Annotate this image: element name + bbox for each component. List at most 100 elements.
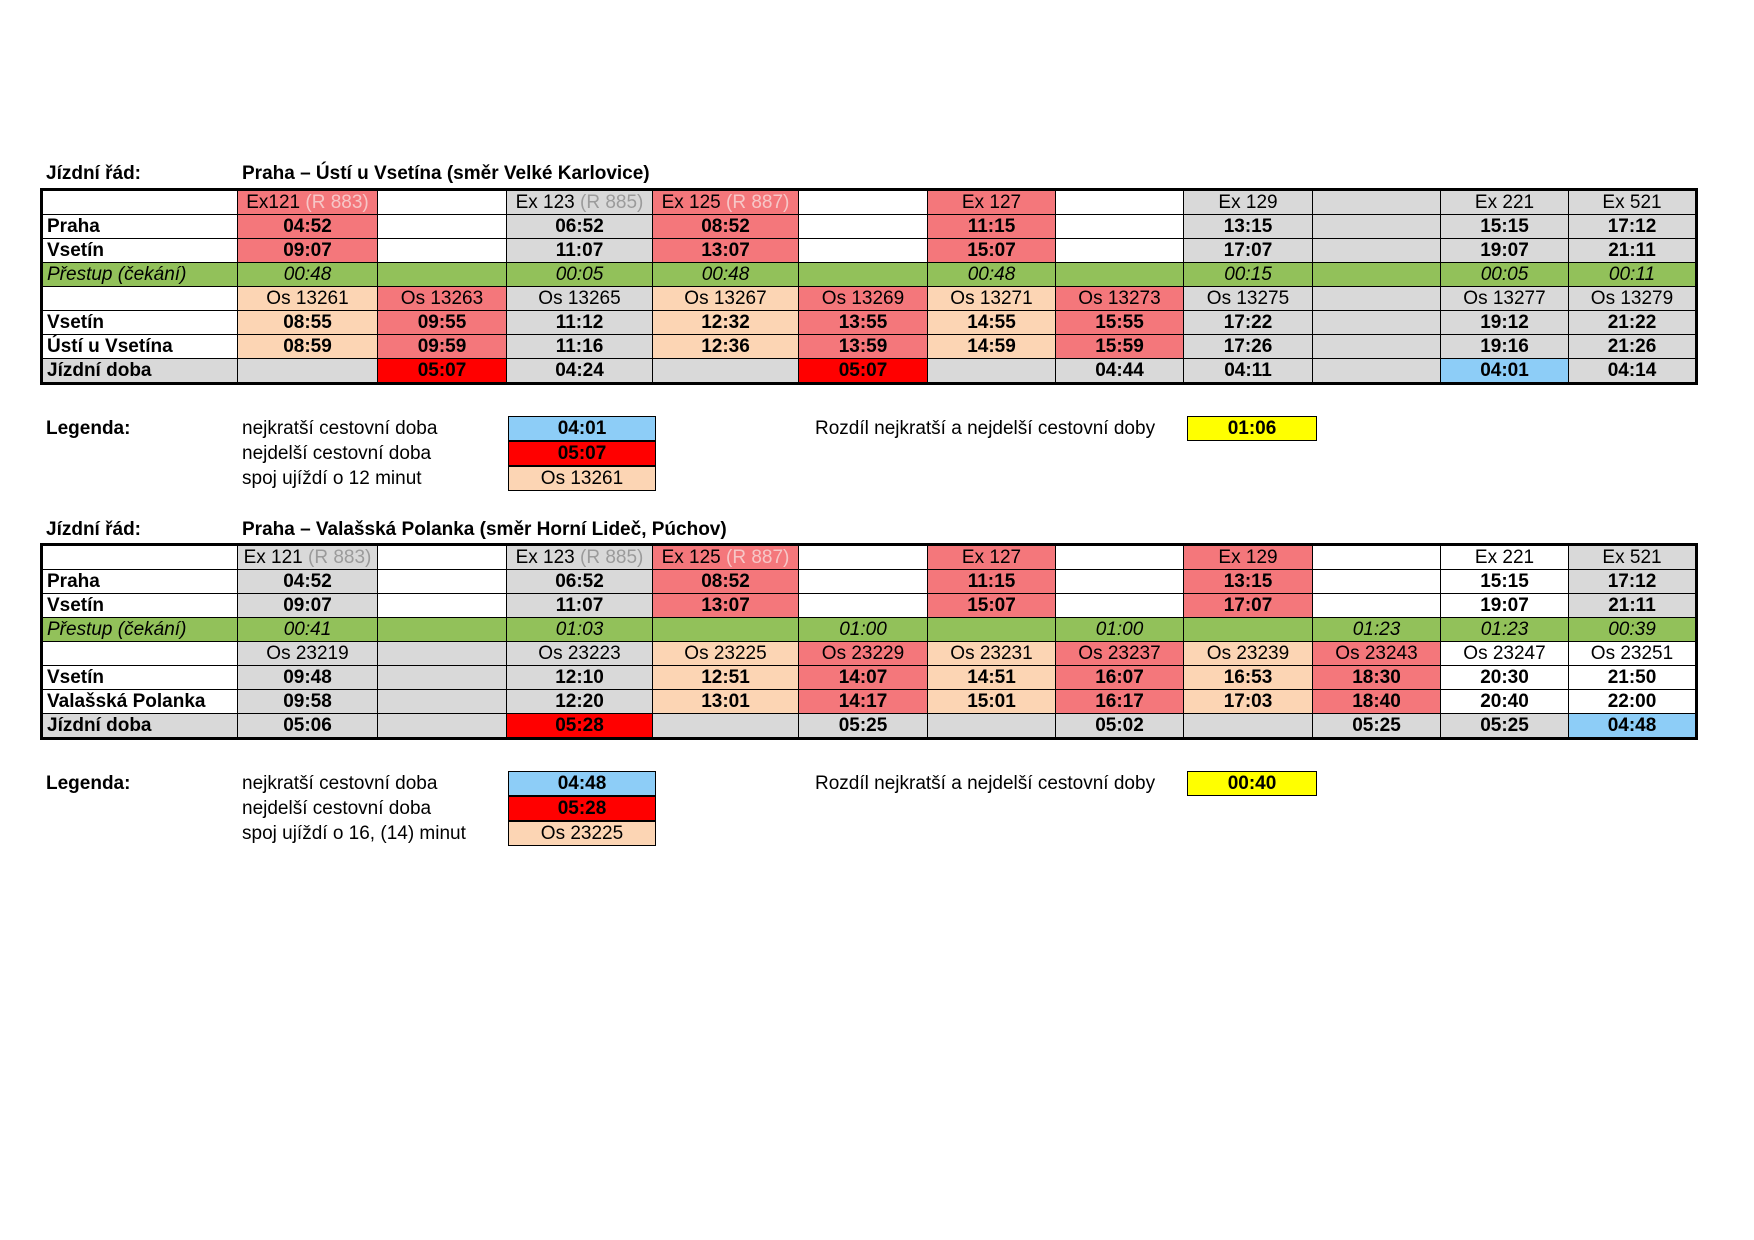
train-header: [1312, 544, 1441, 570]
row-label: Přestup (čekání): [41, 262, 238, 287]
duration-cell: 05:25: [1312, 713, 1441, 739]
time-cell: 20:30: [1440, 665, 1569, 690]
time-cell: 09:07: [237, 238, 378, 263]
legend-shortest-swatch: 04:48: [508, 771, 656, 796]
time-cell: [377, 214, 507, 239]
train-cell: Os 13279: [1568, 286, 1697, 311]
time-cell: 15:59: [1055, 334, 1184, 359]
time-cell: 15:55: [1055, 310, 1184, 335]
time-cell: 11:15: [927, 569, 1056, 594]
time-cell: 17:07: [1183, 593, 1313, 618]
time-cell: 14:59: [927, 334, 1056, 359]
time-cell: 08:59: [237, 334, 378, 359]
legend-late-swatch: Os 23225: [508, 821, 656, 846]
wait-cell: 01:23: [1312, 617, 1441, 642]
time-cell: 17:22: [1183, 310, 1313, 335]
row-label: Praha: [41, 214, 238, 239]
train-cell: Os 13273: [1055, 286, 1184, 311]
row-praha: Praha 04:52 06:52 08:52 11:15 13:15 15:1…: [41, 214, 1697, 239]
train-name: Ex 125: [661, 547, 721, 568]
wait-cell: [1183, 617, 1313, 642]
row-label: Vsetín: [41, 665, 238, 690]
duration-cell: 05:02: [1055, 713, 1184, 739]
train-header: Ex 221: [1440, 544, 1569, 570]
time-cell: [377, 665, 507, 690]
row-label: Valašská Polanka: [41, 689, 238, 714]
time-cell: 09:59: [377, 334, 507, 359]
train-cell: Os 13265: [506, 286, 653, 311]
time-cell: 09:48: [237, 665, 378, 690]
time-cell: 16:17: [1055, 689, 1184, 714]
train-header-row: Ex121 (R 883) Ex 123 (R 885) Ex 125 (R 8…: [41, 189, 1697, 215]
legend-late-label: spoj ujíždí o 16, (14) minut: [242, 823, 466, 844]
time-cell: [1055, 238, 1184, 263]
row-label: Vsetín: [41, 238, 238, 263]
train-header: Ex121 (R 883): [237, 189, 378, 215]
timetable-2-label: Jízdní řád:: [46, 519, 142, 540]
time-cell: 15:15: [1440, 569, 1569, 594]
row-label: Praha: [41, 569, 238, 594]
time-cell: 17:26: [1183, 334, 1313, 359]
time-cell: 21:11: [1568, 593, 1697, 618]
time-cell: 11:07: [506, 593, 653, 618]
time-cell: 15:07: [927, 238, 1056, 263]
wait-cell: 00:41: [237, 617, 378, 642]
time-cell: 15:01: [927, 689, 1056, 714]
wait-cell: 00:48: [652, 262, 799, 287]
time-cell: 12:36: [652, 334, 799, 359]
time-cell: 11:12: [506, 310, 653, 335]
legend-longest-swatch: 05:28: [508, 796, 656, 821]
row-vsetin-departure: Vsetín 08:55 09:55 11:12 12:32 13:55 14:…: [41, 310, 1697, 335]
time-cell: 06:52: [506, 569, 653, 594]
wait-cell: [377, 262, 507, 287]
train-name: Ex 125: [661, 192, 721, 213]
train-header: [1055, 189, 1184, 215]
time-cell: 04:52: [237, 569, 378, 594]
row-label: Vsetín: [41, 593, 238, 618]
time-cell: 11:07: [506, 238, 653, 263]
train-header: Ex 521: [1568, 189, 1697, 215]
timetable-1-route: Praha – Ústí u Vsetína (směr Velké Karlo…: [242, 163, 650, 184]
time-cell: 21:50: [1568, 665, 1697, 690]
row-label: [41, 641, 238, 666]
train-cell: Os 23239: [1183, 641, 1313, 666]
train-header: [377, 544, 507, 570]
time-cell: [1055, 593, 1184, 618]
time-cell: 12:20: [506, 689, 653, 714]
train-name: Ex121: [246, 192, 301, 213]
wait-cell: [927, 617, 1056, 642]
train-name: Ex 123: [515, 192, 575, 213]
wait-cell: 00:48: [927, 262, 1056, 287]
train-header: [798, 544, 928, 570]
time-cell: [377, 569, 507, 594]
time-cell: 08:52: [652, 214, 799, 239]
wait-cell: 00:39: [1568, 617, 1697, 642]
time-cell: 04:52: [237, 214, 378, 239]
time-cell: 12:32: [652, 310, 799, 335]
row-vsetin-departure: Vsetín 09:48 12:10 12:51 14:07 14:51 16:…: [41, 665, 1697, 690]
time-cell: 15:07: [927, 593, 1056, 618]
time-cell: [798, 569, 928, 594]
legend-longest-label: nejdelší cestovní doba: [242, 798, 432, 819]
time-cell: 20:40: [1440, 689, 1569, 714]
duration-cell: 04:14: [1568, 358, 1697, 384]
duration-cell: 05:07: [798, 358, 928, 384]
time-cell: 08:55: [237, 310, 378, 335]
train-cell: Os 13261: [237, 286, 378, 311]
train-cell: Os 13277: [1440, 286, 1569, 311]
train-header: Ex 521: [1568, 544, 1697, 570]
duration-cell: [1312, 358, 1441, 384]
time-cell: 13:59: [798, 334, 928, 359]
time-cell: 13:01: [652, 689, 799, 714]
train-cell: Os 23237: [1055, 641, 1184, 666]
time-cell: 13:55: [798, 310, 928, 335]
row-local-trains: Os 13261 Os 13263 Os 13265 Os 13267 Os 1…: [41, 286, 1697, 311]
time-cell: 19:12: [1440, 310, 1569, 335]
row-vsetin-arrival: Vsetín 09:07 11:07 13:07 15:07 17:07 19:…: [41, 238, 1697, 263]
duration-cell: 05:28: [506, 713, 653, 739]
train-cell: Os 23223: [506, 641, 653, 666]
train-header: Ex 125 (R 887): [652, 544, 799, 570]
time-cell: [1312, 569, 1441, 594]
wait-cell: 01:03: [506, 617, 653, 642]
row-vsetin-arrival: Vsetín 09:07 11:07 13:07 15:07 17:07 19:…: [41, 593, 1697, 618]
